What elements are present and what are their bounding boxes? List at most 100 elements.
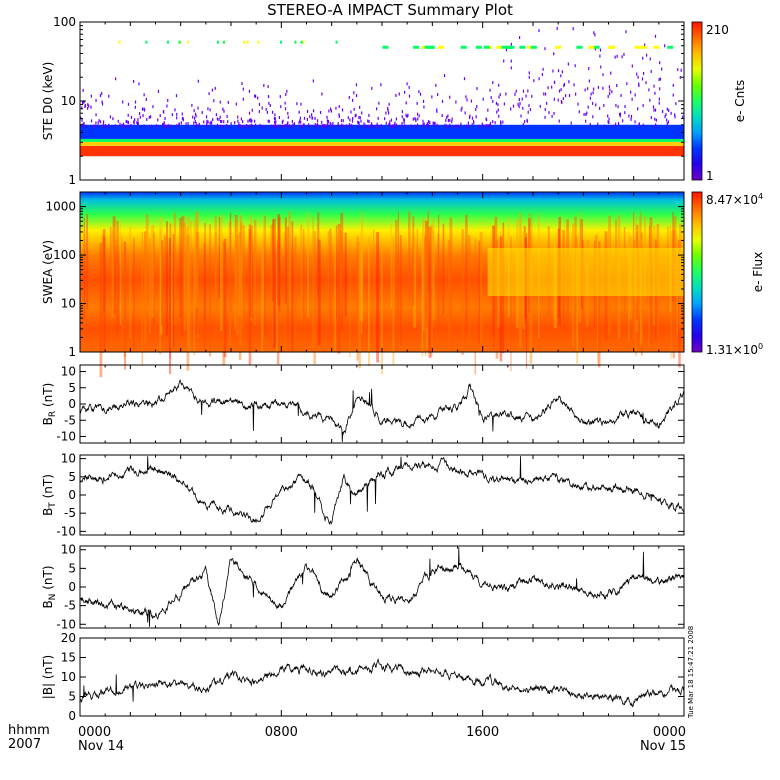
x-tick-label: 0000: [78, 725, 111, 740]
ste-count-mark: [268, 101, 270, 105]
ste-count-mark: [180, 121, 182, 125]
swea-stripe: [120, 220, 122, 325]
ste-count-mark: [296, 102, 298, 106]
ste-count-mark: [471, 123, 473, 127]
ste-count-mark: [219, 124, 221, 128]
ste-count-mark: [544, 92, 547, 96]
ste-count-mark: [90, 119, 93, 123]
swea-stripe: [307, 211, 310, 318]
ste-count-mark: [99, 94, 102, 98]
ste-count-mark: [389, 122, 391, 126]
ste-count-mark: [82, 88, 84, 92]
ste-count-mark: [109, 115, 112, 119]
ste-count-mark: [277, 124, 279, 128]
ste-count-mark: [165, 124, 167, 128]
ste-count-mark: [282, 119, 284, 123]
ste-count-mark: [230, 122, 232, 126]
ste-count-mark: [543, 92, 545, 96]
ste-count-mark: [150, 115, 152, 119]
ste-count-mark: [299, 119, 301, 123]
swea-stripe: [186, 235, 190, 371]
ste-count-mark: [654, 34, 657, 38]
ste-count-mark: [465, 124, 467, 128]
swea-stripe: [129, 227, 132, 338]
ste-count-mark: [638, 84, 640, 88]
ste-count-mark: [400, 124, 403, 128]
ste-count-mark: [167, 123, 169, 127]
ste-count-mark: [514, 92, 516, 96]
ste-count-mark: [353, 91, 355, 95]
ste-count-mark: [194, 112, 197, 116]
ste-count-mark: [628, 114, 630, 118]
ste-count-mark: [378, 101, 380, 105]
ste-count-mark: [306, 118, 308, 122]
swea-stripe: [300, 224, 303, 321]
ste-count-mark: [486, 123, 488, 127]
ste-count-mark: [403, 120, 405, 124]
ste-count-mark: [281, 120, 283, 124]
swea-stripe: [474, 239, 477, 375]
ste-count-mark: [329, 122, 331, 126]
ste-count-mark: [266, 110, 269, 114]
ste-count-mark: [478, 124, 480, 128]
swea-stripe: [152, 232, 155, 325]
ste-count-mark: [275, 120, 277, 124]
swea-late-region: [487, 248, 684, 296]
ste-count-mark: [298, 121, 300, 125]
ste-count-mark: [218, 118, 220, 122]
ste-count-mark: [220, 119, 222, 123]
ste-count-mark: [621, 55, 623, 59]
swea-stripe: [209, 224, 211, 357]
swea-stripe: [229, 212, 232, 313]
ste-count-mark: [164, 124, 166, 128]
ste-count-mark: [638, 82, 640, 86]
swea-stripe: [478, 240, 481, 344]
ste-high-energy-mark: [501, 45, 508, 49]
ste-count-mark: [394, 121, 396, 125]
ste-count-mark: [241, 82, 243, 86]
ste-count-mark: [533, 79, 535, 83]
ste-count-mark: [556, 26, 558, 30]
ste-count-mark: [185, 122, 187, 126]
ste-count-mark: [101, 124, 103, 128]
swea-stripe: [111, 229, 114, 319]
ste-count-mark: [134, 118, 136, 122]
swea-stripe: [303, 228, 305, 330]
ste-count-mark: [389, 120, 391, 124]
ste-count-mark: [572, 27, 574, 31]
ste-count-mark: [416, 123, 419, 127]
ste-count-mark: [330, 109, 333, 113]
swea-stripe: [277, 213, 281, 306]
ste-high-energy-mark: [222, 40, 225, 44]
ste-count-mark: [377, 116, 379, 120]
ste-count-mark: [602, 86, 604, 90]
ste-count-mark: [95, 98, 97, 102]
plot-timestamp: Tue Mar 18 15:47:21 2008: [687, 626, 695, 719]
swea-stripe: [187, 216, 190, 352]
ste-count-mark: [331, 124, 334, 128]
swea-stripe: [262, 214, 264, 314]
ste-count-mark: [267, 119, 269, 123]
ste-count-mark: [235, 102, 237, 106]
ste-count-mark: [284, 107, 287, 111]
ste-count-mark: [164, 116, 166, 120]
swea-stripe: [169, 223, 173, 348]
ste-count-mark: [630, 90, 632, 94]
ste-count-mark: [274, 113, 276, 117]
ste-count-mark: [363, 124, 365, 128]
ste-count-mark: [311, 116, 313, 120]
ste-count-mark: [274, 124, 276, 128]
bn-series-line: [79, 547, 685, 627]
ste-count-mark: [547, 86, 549, 90]
ste-count-mark: [585, 112, 587, 116]
ste-count-mark: [449, 119, 451, 123]
ste-count-mark: [271, 110, 274, 114]
ste-count-mark: [321, 92, 323, 96]
ste-count-mark: [589, 122, 591, 126]
ste-count-mark: [408, 85, 410, 89]
swea-stripe: [284, 217, 287, 304]
swea-stripe: [344, 232, 347, 317]
swea-colorbar-min: 1.31×100: [706, 342, 763, 357]
ste-count-mark: [564, 94, 567, 98]
ste-count-mark: [167, 98, 169, 102]
